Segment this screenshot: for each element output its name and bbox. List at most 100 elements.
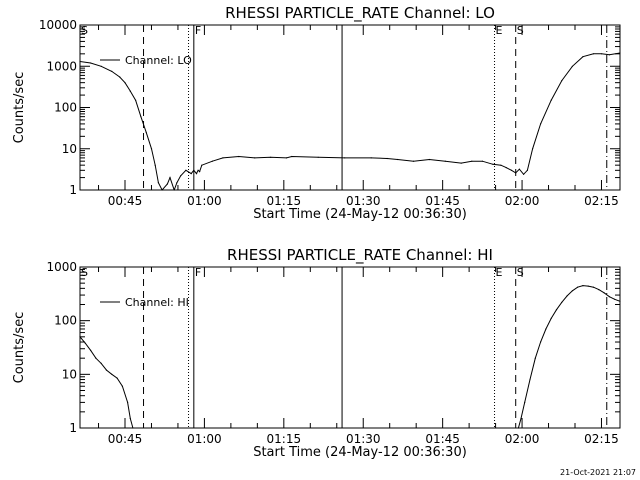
data-point [161, 189, 163, 191]
data-point [119, 76, 121, 78]
data-point [518, 168, 521, 170]
data-point [129, 90, 131, 92]
data-point [481, 160, 483, 162]
x-tick-label: 01:00 [187, 194, 222, 208]
data-point [515, 172, 517, 174]
data-point [523, 173, 525, 175]
data-point [222, 157, 224, 159]
data-point [550, 317, 552, 319]
data-point [600, 53, 603, 55]
series-line [80, 52, 620, 190]
x-tick-label: 01:30 [346, 432, 381, 446]
data-point [95, 357, 97, 359]
data-point [460, 162, 462, 164]
data-point [100, 65, 102, 67]
x-axis-label: Start Time (24-May-12 00:36:30) [253, 207, 467, 222]
panel-1: RHESSI PARTICLE_RATE Channel: HI 1 10 100 10… [12, 246, 621, 460]
x-tick-label: 02:00 [505, 194, 540, 208]
y-axis-label: Counts/sec [12, 72, 27, 144]
footer-timestamp: 21-Oct-2021 21:07 [560, 468, 636, 477]
data-point [444, 160, 446, 162]
data-point [582, 56, 584, 58]
data-point [529, 378, 531, 381]
data-point [124, 82, 126, 84]
data-point [169, 177, 171, 179]
data-point [105, 369, 108, 371]
data-point [193, 169, 195, 171]
data-point [285, 157, 288, 159]
data-point [571, 65, 574, 67]
data-point [190, 173, 192, 175]
data-point [524, 401, 526, 403]
data-point [608, 296, 611, 298]
x-tick-label: 00:45 [108, 194, 143, 208]
y-tick-label: 10 [62, 142, 77, 156]
data-point [132, 427, 134, 429]
data-point [608, 54, 611, 56]
data-point [526, 169, 529, 171]
data-point [545, 328, 547, 330]
data-point [344, 157, 346, 159]
x-tick-label: 01:00 [187, 432, 222, 446]
data-point [500, 164, 502, 166]
data-point [505, 167, 507, 169]
data-point [173, 189, 175, 191]
x-tick-label: 01:45 [425, 194, 460, 208]
y-tick-label: 1000 [46, 260, 77, 274]
data-point [561, 80, 563, 82]
data-point [90, 349, 92, 351]
event-marker-label: S [81, 24, 88, 37]
x-tick-label: 02:15 [584, 194, 619, 208]
data-point [166, 183, 168, 185]
data-point [471, 160, 473, 162]
x-axis-label: Start Time (24-May-12 00:36:30) [253, 445, 467, 460]
data-point [603, 292, 605, 294]
data-point [561, 301, 563, 303]
data-point [176, 182, 178, 184]
data-point [592, 286, 595, 288]
event-marker-label: F [195, 266, 201, 279]
data-point [127, 401, 129, 403]
data-point [84, 342, 86, 344]
data-point [370, 157, 372, 159]
data-point [571, 290, 574, 292]
data-point [534, 357, 536, 359]
data-point [154, 164, 156, 166]
data-point [555, 309, 558, 311]
event-marker-label: E [496, 266, 503, 279]
data-point [211, 160, 213, 162]
data-point [577, 286, 579, 288]
chart-title: RHESSI PARTICLE_RATE Channel: HI [227, 246, 493, 265]
data-point [79, 60, 81, 63]
data-point [619, 52, 621, 54]
data-point [397, 158, 399, 161]
legend-label: Channel: LO [125, 54, 192, 67]
event-marker-label: E [496, 24, 503, 37]
x-tick-label: 01:15 [267, 194, 302, 208]
data-point [614, 298, 616, 300]
data-point [270, 156, 272, 158]
x-tick-label: 02:00 [505, 432, 540, 446]
data-point [510, 169, 513, 171]
data-point [238, 155, 240, 158]
x-tick-label: 01:15 [267, 432, 302, 446]
data-point [100, 362, 102, 364]
y-tick-label: 10 [62, 367, 77, 381]
y-tick-label: 100 [54, 314, 77, 328]
series-line [80, 336, 134, 428]
y-tick-label: 1 [69, 183, 77, 197]
x-tick-label: 01:45 [425, 432, 460, 446]
data-point [592, 53, 595, 55]
plot-frame [79, 24, 621, 191]
data-point [195, 173, 198, 175]
data-point [157, 182, 159, 184]
data-point [386, 157, 388, 160]
y-tick-label: 100 [54, 101, 77, 115]
data-point [619, 300, 621, 302]
data-point [140, 116, 142, 118]
data-point [79, 336, 81, 338]
data-point [111, 373, 113, 375]
data-point [520, 417, 522, 420]
data-point [197, 169, 199, 171]
